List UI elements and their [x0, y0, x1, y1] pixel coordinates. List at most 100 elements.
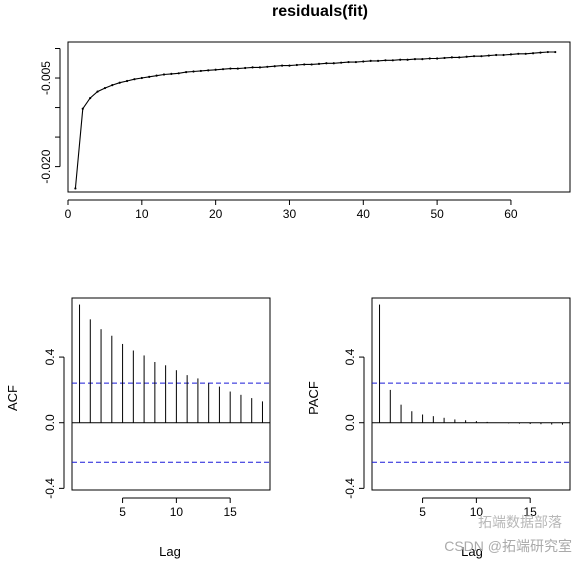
acf-axes: 5 10 15 -0.4 0.0 0.4 — [43, 348, 270, 519]
residuals-point — [185, 71, 188, 74]
residuals-x-tick-label: 20 — [209, 207, 223, 221]
pacf-plot-box — [371, 297, 571, 491]
residuals-point — [125, 79, 129, 83]
residuals-point — [531, 52, 535, 55]
residuals-point — [399, 58, 402, 61]
residuals-point — [443, 56, 446, 60]
residuals-point — [354, 60, 358, 64]
residuals-point — [436, 57, 439, 60]
residuals-point — [472, 55, 476, 58]
watermark-line1: 拓端数据部落 — [478, 514, 562, 530]
acf-y-tick-label: 0.4 — [43, 348, 57, 365]
residuals-y-tick-label: -0.020 — [39, 149, 53, 183]
pacf-y-tick-label: -0.4 — [343, 478, 357, 499]
residuals-point — [258, 66, 262, 69]
residuals-point — [303, 63, 306, 66]
acf-x-tick-label: 10 — [170, 505, 184, 519]
pacf-x-tick-label: 5 — [419, 505, 426, 519]
residuals-point — [524, 52, 527, 55]
residuals-point — [89, 97, 92, 100]
acf-bars — [79, 304, 263, 423]
watermark-line2: CSDN @拓端研究室 — [444, 538, 572, 554]
pacf-axes: 5 10 15 -0.4 0.0 0.4 — [343, 348, 570, 519]
residuals-point — [280, 64, 284, 67]
residuals-point — [229, 67, 232, 70]
residuals-point — [295, 63, 298, 67]
acf-y-tick-label: 0.0 — [43, 414, 57, 431]
residuals-point — [480, 55, 483, 58]
acf-x-tick-label: 5 — [119, 505, 126, 519]
residuals-point — [148, 75, 151, 78]
residuals-point — [421, 58, 424, 61]
residuals-line — [74, 51, 556, 189]
residuals-point — [133, 78, 136, 81]
residuals-point — [170, 72, 173, 75]
residuals-point — [221, 68, 225, 71]
residuals-point — [384, 59, 387, 62]
acf-xlabel: Lag — [159, 544, 181, 559]
residuals-point — [376, 59, 380, 62]
pacf-panel: PACF Lag 5 10 15 -0.4 0.0 0.4 — [306, 297, 571, 559]
residuals-point — [391, 59, 394, 62]
residuals-point — [502, 53, 505, 57]
residuals-point — [369, 59, 372, 62]
pacf-y-tick-label: 0.0 — [343, 414, 357, 431]
acf-panel: ACF Lag 5 10 15 -0.4 0.0 0.4 — [5, 297, 271, 559]
residuals-point — [111, 84, 114, 87]
residuals-point — [199, 69, 202, 73]
residuals-x-tick-label: 30 — [283, 207, 297, 221]
residuals-point — [266, 65, 269, 68]
residuals-x-axis: 0 10 20 30 40 50 60 — [65, 199, 518, 221]
acf-ylabel: ACF — [5, 385, 20, 411]
residuals-y-tick-label: -0.005 — [39, 61, 53, 95]
residuals-point — [96, 90, 99, 93]
residuals-point — [539, 51, 542, 54]
residuals-point — [118, 81, 121, 84]
residuals-point — [406, 58, 409, 61]
residuals-plot-box — [67, 41, 571, 193]
residuals-point — [177, 72, 180, 75]
residuals-x-tick-label: 60 — [504, 207, 518, 221]
residuals-point — [487, 54, 490, 57]
residuals-point — [162, 73, 166, 76]
residuals-point — [554, 50, 557, 54]
residuals-series — [74, 50, 557, 190]
pacf-y-tick-label: 0.4 — [343, 348, 357, 365]
residuals-point — [347, 60, 350, 64]
pacf-bars — [379, 304, 563, 425]
residuals-point — [310, 63, 313, 66]
residuals-point — [244, 66, 247, 70]
residuals-x-tick-label: 0 — [65, 207, 72, 221]
residuals-x-tick-label: 40 — [357, 207, 371, 221]
residuals-point — [81, 107, 84, 110]
pacf-xlabel: Lag — [461, 544, 483, 559]
residuals-point — [140, 76, 143, 80]
residuals-point — [458, 56, 461, 59]
residuals-point — [546, 50, 549, 54]
pacf-x-tick-label: 10 — [470, 505, 484, 519]
residuals-point — [317, 62, 321, 65]
acf-x-tick-label: 15 — [224, 505, 238, 519]
residuals-y-axis: -0.020 -0.005 — [39, 47, 61, 184]
residuals-point — [273, 65, 276, 68]
residuals-point — [325, 62, 328, 65]
residuals-point — [495, 53, 498, 57]
pacf-x-tick-label: 15 — [524, 505, 538, 519]
residuals-point — [428, 57, 431, 60]
acf-plot-box — [71, 297, 271, 491]
residuals-point — [332, 62, 335, 65]
residuals-point — [74, 187, 77, 190]
residuals-point — [103, 86, 107, 90]
residuals-panel: residuals(fit) 0 10 20 30 40 50 60 -0.020 -0.00… — [39, 3, 571, 221]
residuals-point — [362, 60, 365, 63]
residuals-title: residuals(fit) — [272, 3, 368, 20]
residuals-point — [214, 68, 217, 71]
residuals-point — [236, 67, 239, 70]
residuals-point — [288, 64, 291, 67]
acf-y-tick-label: -0.4 — [43, 478, 57, 499]
residuals-point — [340, 61, 343, 64]
residuals-point — [192, 70, 195, 73]
residuals-point — [413, 58, 417, 61]
residuals-x-tick-label: 50 — [430, 207, 444, 221]
